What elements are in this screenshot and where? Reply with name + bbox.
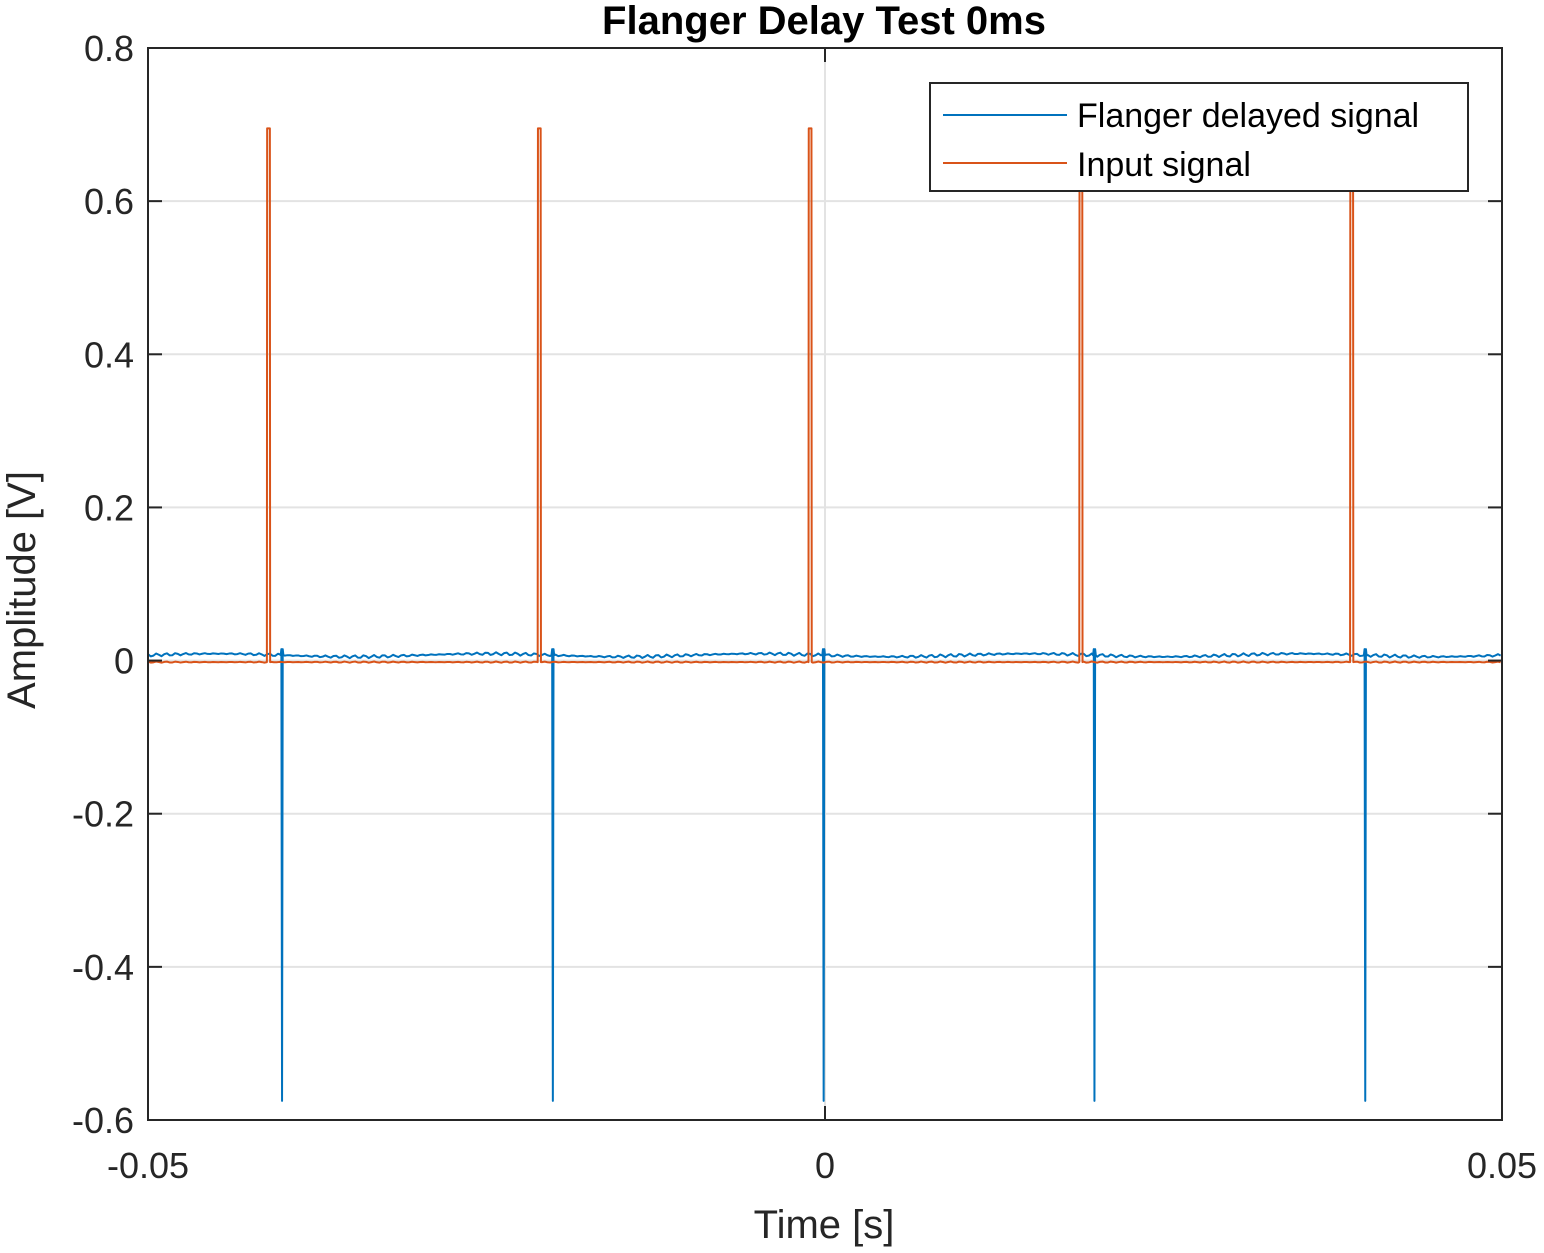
y-axis-label: Amplitude [V] bbox=[0, 471, 44, 709]
legend-label-flanger: Flanger delayed signal bbox=[1077, 97, 1419, 135]
axes bbox=[147, 47, 1503, 1121]
tick-labels: -0.6 -0.4 -0.2 0 0.2 0.4 0.6 0.8 -0.05 0 0.05 bbox=[72, 28, 1537, 1186]
y-tick-label: -0.2 bbox=[72, 794, 134, 835]
x-tick-label: -0.05 bbox=[107, 1145, 189, 1186]
y-tick-label: 0.2 bbox=[84, 487, 134, 528]
y-tick-label: -0.6 bbox=[72, 1100, 134, 1141]
series-line-flanger bbox=[147, 648, 1502, 1102]
y-tick-label: 0.8 bbox=[84, 28, 134, 69]
y-tick-label: 0.6 bbox=[84, 181, 134, 222]
y-tick-label: -0.4 bbox=[72, 947, 134, 988]
chart-title: Flanger Delay Test 0ms bbox=[602, 0, 1046, 43]
x-tick-label: 0 bbox=[815, 1145, 835, 1186]
legend: Flanger delayed signal Input signal bbox=[929, 82, 1469, 192]
y-tick-label: 0 bbox=[114, 641, 134, 682]
y-tick-label: 0.4 bbox=[84, 334, 134, 375]
x-axis-label: Time [s] bbox=[754, 1203, 895, 1247]
plot-series bbox=[147, 127, 1502, 1102]
series-line-input bbox=[147, 127, 1501, 664]
legend-label-input: Input signal bbox=[1077, 146, 1251, 184]
x-tick-label: 0.05 bbox=[1467, 1145, 1537, 1186]
legend-box bbox=[929, 82, 1469, 192]
